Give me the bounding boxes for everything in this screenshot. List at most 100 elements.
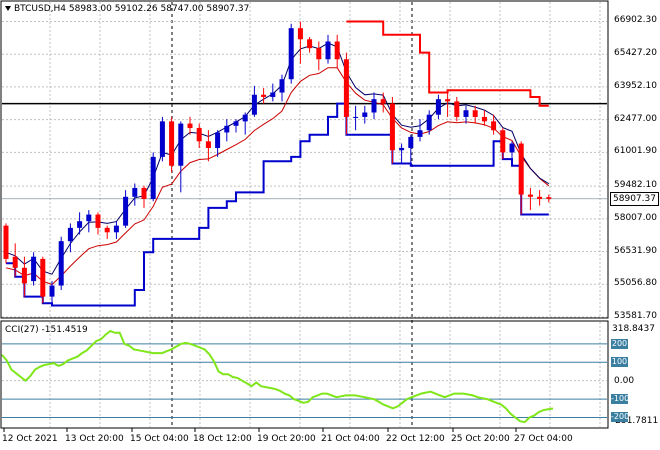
current-price-label: 58907.37	[610, 192, 659, 206]
candle-body	[454, 101, 460, 117]
time-tick-label: 25 Oct 20:00	[451, 434, 510, 444]
candle-body	[307, 39, 313, 49]
time-tick-label: 15 Oct 04:00	[130, 434, 189, 444]
grid	[2, 2, 607, 432]
candle-body	[251, 94, 257, 115]
candle-body	[500, 130, 506, 153]
candle-body	[104, 227, 110, 233]
price-tick-label: 56531.90	[614, 245, 657, 256]
candles	[3, 21, 552, 306]
cci-max-label: 318.8437	[612, 324, 655, 334]
price-tick-label: 62477.00	[614, 113, 657, 124]
candle-body	[371, 99, 377, 113]
candle-body	[435, 99, 441, 115]
close-value: 58907.37	[206, 4, 250, 14]
candle-body	[334, 41, 340, 60]
channel-lines	[5, 20, 550, 307]
cci-level-label: 0.00	[614, 375, 635, 386]
candle-body	[279, 79, 285, 93]
time-tick-label: 12 Oct 2021	[2, 434, 58, 444]
main-panel-frame	[0, 0, 609, 319]
cci-line	[1, 329, 554, 424]
candle-body	[141, 187, 147, 200]
time-tick-label: 18 Oct 12:00	[193, 434, 252, 444]
collapse-triangle-icon[interactable]	[5, 6, 11, 11]
cci-level-label: 100	[611, 357, 628, 368]
cci-series-line	[1, 329, 554, 424]
time-tick-label: 13 Oct 20:00	[65, 434, 124, 444]
candle-body	[113, 225, 119, 233]
candle-body	[399, 147, 405, 151]
high-value: 59102.26	[114, 4, 158, 14]
candle-body	[270, 92, 276, 97]
candle-body	[196, 128, 202, 142]
ema-fast-line	[5, 42, 550, 275]
candle-body	[297, 28, 303, 40]
candle-body	[224, 125, 230, 133]
time-tick-label: 21 Oct 04:00	[321, 434, 380, 444]
candle-body	[325, 41, 331, 60]
candle-body	[445, 99, 451, 102]
candle-body	[316, 48, 322, 60]
candle-body	[463, 110, 469, 117]
price-tick-label: 66902.30	[614, 15, 657, 26]
candle-body	[31, 256, 37, 282]
candle-body	[472, 110, 478, 117]
symbol-label: BTCUSD,H4	[14, 4, 67, 14]
candle-body	[353, 116, 359, 118]
candle-body	[389, 103, 395, 151]
indicator-panel-frame	[0, 320, 609, 429]
candle-body	[67, 227, 73, 242]
candle-body	[150, 156, 156, 200]
support-step-line	[6, 102, 549, 307]
cci-title: CCI(27) -151.4519	[5, 325, 88, 335]
time-tick-label: 27 Oct 04:00	[514, 434, 573, 444]
price-tick-label: 59482.10	[614, 180, 657, 191]
candle-body	[408, 136, 414, 148]
candle-body	[509, 143, 515, 153]
candle-body	[12, 256, 18, 268]
price-tick-label: 58007.00	[614, 212, 657, 223]
price-tick-label: 63952.10	[614, 80, 657, 91]
candle-body	[40, 258, 46, 297]
resistance-level-line	[2, 102, 607, 200]
candle-body	[546, 197, 552, 199]
candle-body	[77, 221, 83, 228]
low-value: 58747.00	[160, 4, 204, 14]
candle-body	[288, 28, 294, 80]
candle-body	[481, 116, 487, 122]
candle-body	[86, 214, 92, 222]
cci-level-label: -200	[611, 412, 630, 423]
cci-level-label: -100	[611, 394, 630, 405]
candle-body	[123, 196, 129, 226]
symbol-header: BTCUSD,H4 58983.00 59102.26 58747.00 589…	[5, 4, 249, 14]
candle-body	[417, 130, 423, 137]
price-tick-label: 53581.70	[614, 311, 657, 321]
candle-body	[362, 112, 368, 117]
ema-slow-line	[5, 67, 550, 286]
time-tick-label: 19 Oct 20:00	[257, 434, 316, 444]
candle-body	[49, 285, 55, 297]
candle-body	[187, 123, 193, 129]
cci-min-label: -251.7811	[612, 416, 659, 426]
open-value: 58983.00	[68, 4, 112, 14]
candle-body	[233, 121, 239, 126]
candle-body	[178, 123, 184, 166]
candle-body	[159, 121, 165, 157]
candle-body	[527, 194, 533, 197]
candle-body	[3, 225, 9, 259]
candle-body	[426, 114, 432, 131]
time-tick-label: 22 Oct 12:00	[386, 434, 445, 444]
candle-body	[58, 241, 64, 286]
price-tick-label: 55056.80	[614, 278, 657, 289]
candle-body	[95, 214, 101, 228]
cci-level-label: 200	[611, 338, 628, 349]
price-tick-label: 61001.90	[614, 146, 657, 157]
candle-body	[21, 267, 27, 284]
candle-body	[215, 132, 221, 148]
candle-body	[261, 94, 267, 97]
candle-body	[242, 114, 248, 122]
candle-body	[132, 187, 138, 197]
candle-body	[491, 121, 497, 131]
